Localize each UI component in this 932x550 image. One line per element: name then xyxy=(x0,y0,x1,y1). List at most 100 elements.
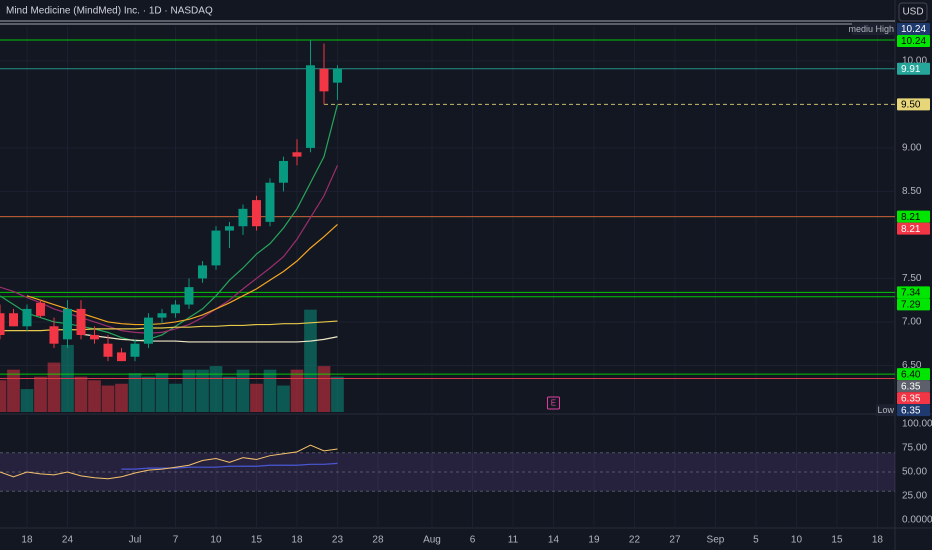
x-tick-label: Aug xyxy=(423,535,441,546)
y-tick-label: 10.00 xyxy=(902,56,927,67)
high-marker-label: mediu High xyxy=(848,24,894,34)
price-line-label: 7.34 xyxy=(901,287,921,298)
x-tick-label: 24 xyxy=(62,535,74,546)
moving-average xyxy=(80,333,338,343)
price-line-label-bg xyxy=(897,62,930,75)
candle-body xyxy=(251,200,261,227)
candle-body xyxy=(305,65,315,148)
price-line-label-bg xyxy=(897,222,930,235)
price-line-label: 9.91 xyxy=(901,64,921,75)
volume-bar xyxy=(0,380,7,412)
volume-bar xyxy=(317,366,331,412)
currency-label[interactable]: USD xyxy=(902,7,923,18)
rsi-ma-line xyxy=(121,462,338,470)
price-line-label: 10.24 xyxy=(901,36,926,47)
price-line-label: 7.29 xyxy=(901,299,921,310)
x-tick-label: 19 xyxy=(588,535,600,546)
x-tick-label: 7 xyxy=(173,535,179,546)
rsi-tick-label: 25.00 xyxy=(902,491,927,502)
low-marker-bg xyxy=(876,404,896,417)
high-marker-bg xyxy=(852,23,896,36)
low-price-label: 6.35 xyxy=(901,405,921,416)
price-line-label: 9.50 xyxy=(901,100,921,111)
price-line-label-bg xyxy=(897,392,930,405)
candle-body xyxy=(184,287,194,305)
volume-bar xyxy=(115,383,128,412)
volume-bar xyxy=(34,376,47,412)
candle-body xyxy=(76,308,86,335)
candle-body xyxy=(332,68,342,83)
x-tick-label: Sep xyxy=(707,535,725,546)
candle-body xyxy=(278,160,288,183)
price-line-label: 6.35 xyxy=(901,393,921,404)
volume-bar xyxy=(88,380,101,412)
x-tick-label: 22 xyxy=(629,535,641,546)
earnings-marker xyxy=(546,396,560,410)
volume-bar xyxy=(142,376,155,412)
volume-bar xyxy=(277,385,290,412)
price-line-label: 8.21 xyxy=(901,212,921,223)
candle-body xyxy=(211,230,221,266)
volume-bar xyxy=(263,369,277,412)
price-line-label: 8.21 xyxy=(901,224,921,235)
volume-bar xyxy=(169,383,182,412)
volume-bar xyxy=(290,369,304,412)
candle-body xyxy=(238,208,248,227)
price-line-label: 6.40 xyxy=(901,369,921,380)
price-line-label: 6.35 xyxy=(901,381,921,392)
candle-body xyxy=(0,313,5,335)
rsi-line xyxy=(0,444,338,480)
x-tick-label: 18 xyxy=(291,535,303,546)
x-tick-label: 10 xyxy=(210,535,222,546)
chart-title: Mind Medicine (MindMed) Inc. · 1D · NASD… xyxy=(6,6,213,17)
candle-body xyxy=(35,302,45,316)
x-tick-label: 10 xyxy=(791,535,803,546)
y-tick-label: 6.50 xyxy=(902,360,922,371)
volume-bar xyxy=(155,373,169,412)
rsi-tick-label: 100.00 xyxy=(902,419,932,430)
price-line-label-bg xyxy=(897,98,930,111)
volume-bar xyxy=(331,376,344,412)
volume-bar xyxy=(20,389,34,412)
currency-button[interactable] xyxy=(898,2,928,22)
y-tick-label: 8.50 xyxy=(902,186,922,197)
earnings-label: E xyxy=(551,399,556,408)
high-price-label-bg xyxy=(897,23,930,36)
moving-average xyxy=(0,165,339,334)
rsi-tick-label: 0.0000 xyxy=(902,515,932,526)
volume-bar xyxy=(7,369,20,412)
candle-body xyxy=(116,352,126,362)
candle-body xyxy=(292,152,302,157)
volume-bar xyxy=(182,369,196,412)
price-line-label-bg xyxy=(897,210,930,223)
candle-body xyxy=(8,313,18,327)
candle-body xyxy=(224,226,234,231)
volume-bar xyxy=(101,385,115,412)
x-tick-label: Jul xyxy=(129,535,142,546)
candle-body xyxy=(265,182,275,222)
candle-body xyxy=(170,304,180,314)
y-tick-label: 7.00 xyxy=(902,317,922,328)
low-marker-label: Low xyxy=(877,405,894,415)
price-line-label-bg xyxy=(897,286,930,299)
candle-body xyxy=(103,343,113,357)
candle-body xyxy=(157,313,167,318)
x-tick-label: 6 xyxy=(470,535,476,546)
x-tick-label: 18 xyxy=(872,535,884,546)
price-line-label-bg xyxy=(897,35,930,48)
y-tick-label: 9.00 xyxy=(902,143,922,154)
price-line-label-bg xyxy=(897,368,930,381)
high-price-label: 10.24 xyxy=(901,24,926,35)
rsi-tick-label: 50.00 xyxy=(902,467,927,478)
low-price-label-bg xyxy=(897,404,930,417)
x-tick-label: 5 xyxy=(753,535,759,546)
volume-bar xyxy=(47,362,61,412)
volume-bar xyxy=(209,366,223,412)
rsi-tick-label: 75.00 xyxy=(902,443,927,454)
volume-bar xyxy=(304,309,317,412)
candle-body xyxy=(197,265,207,279)
volume-bar xyxy=(223,376,236,412)
candle-body xyxy=(89,334,99,340)
